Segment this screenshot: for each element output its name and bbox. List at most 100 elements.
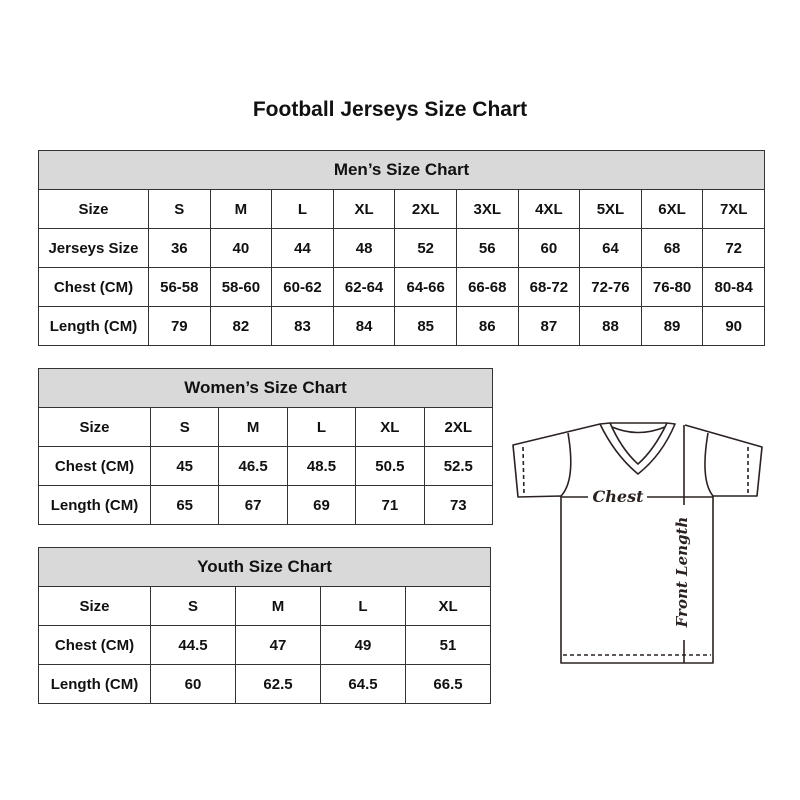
row-label: Size: [38, 407, 151, 447]
table-cell: 89: [640, 306, 704, 346]
table-cell: 68: [640, 228, 704, 268]
table-cell: 40: [209, 228, 273, 268]
table-cell: 52.5: [423, 446, 494, 486]
table-cell: 80-84: [702, 267, 766, 307]
table-cell: 64.5: [320, 664, 406, 704]
table-cell: 48: [332, 228, 396, 268]
table-cell: M: [209, 189, 273, 229]
table-cell: 4XL: [517, 189, 581, 229]
table-cell: 58-60: [209, 267, 273, 307]
table-cell: XL: [355, 407, 425, 447]
table-cell: 84: [332, 306, 396, 346]
table-heading: Women’s Size Chart: [37, 368, 494, 408]
table-cell: 62.5: [235, 664, 321, 704]
table-cell: 76-80: [640, 267, 704, 307]
row-label: Size: [38, 586, 151, 626]
youth-size-table: Youth Size Chart Size S M L XL Chest (CM) 44.5 4…: [37, 547, 492, 704]
table-cell: 68-72: [517, 267, 581, 307]
front-length-label: Front Length: [673, 517, 691, 629]
table-cell: 66-68: [455, 267, 519, 307]
table-cell: 46.5: [218, 446, 288, 486]
table-cell: 73: [423, 485, 494, 525]
table-cell: 72-76: [579, 267, 642, 307]
table-cell: L: [286, 407, 357, 447]
table-cell: 85: [394, 306, 457, 346]
left-armhole: [560, 432, 572, 497]
row-label: Length (CM): [38, 485, 151, 525]
table-cell: L: [271, 189, 334, 229]
table-cell: 88: [579, 306, 642, 346]
table-cell: S: [150, 586, 236, 626]
right-armhole: [704, 432, 714, 497]
row-label: Size: [38, 189, 149, 229]
table-cell: 47: [235, 625, 321, 665]
table-cell: XL: [404, 586, 492, 626]
row-label: Length (CM): [38, 664, 151, 704]
table-cell: 67: [218, 485, 288, 525]
table-row: Size S M L XL: [38, 586, 492, 626]
table-cell: 51: [404, 625, 492, 665]
table-cell: S: [149, 407, 220, 447]
table-heading: Youth Size Chart: [37, 547, 492, 587]
table-cell: M: [218, 407, 288, 447]
collar-inner: [609, 422, 668, 465]
row-label: Jerseys Size: [38, 228, 149, 268]
table-cell: 52: [394, 228, 457, 268]
table-cell: 64: [579, 228, 642, 268]
table-cell: 86: [455, 306, 519, 346]
table-heading: Men’s Size Chart: [37, 150, 766, 190]
table-cell: 2XL: [423, 407, 494, 447]
table-cell: 49: [320, 625, 406, 665]
table-cell: 60-62: [271, 267, 334, 307]
table-cell: 82: [209, 306, 273, 346]
table-cell: 44.5: [150, 625, 236, 665]
table-cell: 64-66: [394, 267, 457, 307]
table-cell: 36: [148, 228, 211, 268]
table-cell: 48.5: [286, 446, 357, 486]
table-row: Size S M L XL 2XL: [38, 407, 494, 447]
table-row: Length (CM) 65 67 69 71 73: [38, 485, 494, 525]
table-cell: 72: [702, 228, 766, 268]
jersey-measurement-diagram: Chest Front Length: [512, 422, 763, 664]
table-cell: 71: [355, 485, 425, 525]
chest-label: Chest: [593, 487, 645, 506]
table-cell: 66.5: [404, 664, 492, 704]
table-cell: 2XL: [394, 189, 457, 229]
table-cell: 50.5: [355, 446, 425, 486]
table-cell: 79: [148, 306, 211, 346]
table-cell: 60: [150, 664, 236, 704]
table-row: Jerseys Size 36 40 44 48 52 56 60 64 68 72: [38, 228, 766, 268]
row-label: Chest (CM): [38, 267, 149, 307]
collar: [599, 422, 676, 475]
table-cell: 6XL: [640, 189, 704, 229]
table-cell: 87: [517, 306, 581, 346]
table-cell: 60: [517, 228, 581, 268]
mens-size-table: Men’s Size Chart Size S M L XL 2XL 3XL 4XL 5XL 6XL…: [37, 150, 766, 346]
table-cell: L: [320, 586, 406, 626]
table-cell: 5XL: [579, 189, 642, 229]
table-row: Length (CM) 79 82 83 84 85 86 87 88 89 90: [38, 306, 766, 346]
page-title: Football Jerseys Size Chart: [252, 98, 528, 121]
table-cell: 56: [455, 228, 519, 268]
table-cell: XL: [332, 189, 396, 229]
table-row: Chest (CM) 45 46.5 48.5 50.5 52.5: [38, 446, 494, 486]
table-cell: 62-64: [332, 267, 396, 307]
table-cell: 45: [149, 446, 220, 486]
row-label: Chest (CM): [38, 446, 151, 486]
table-cell: S: [148, 189, 211, 229]
table-cell: 83: [271, 306, 334, 346]
shirt-outline: [512, 423, 763, 664]
table-row: Length (CM) 60 62.5 64.5 66.5: [38, 664, 492, 704]
table-cell: 3XL: [455, 189, 519, 229]
table-cell: 69: [286, 485, 357, 525]
table-cell: 90: [702, 306, 766, 346]
row-label: Length (CM): [38, 306, 149, 346]
row-label: Chest (CM): [38, 625, 151, 665]
table-row: Chest (CM) 44.5 47 49 51: [38, 625, 492, 665]
womens-size-table: Women’s Size Chart Size S M L XL 2XL Chest (CM)…: [37, 368, 494, 525]
table-cell: M: [235, 586, 321, 626]
table-cell: 44: [271, 228, 334, 268]
table-cell: 56-58: [148, 267, 211, 307]
table-row: Chest (CM) 56-58 58-60 60-62 62-64 64-66 66-68…: [38, 267, 766, 307]
table-cell: 7XL: [702, 189, 766, 229]
